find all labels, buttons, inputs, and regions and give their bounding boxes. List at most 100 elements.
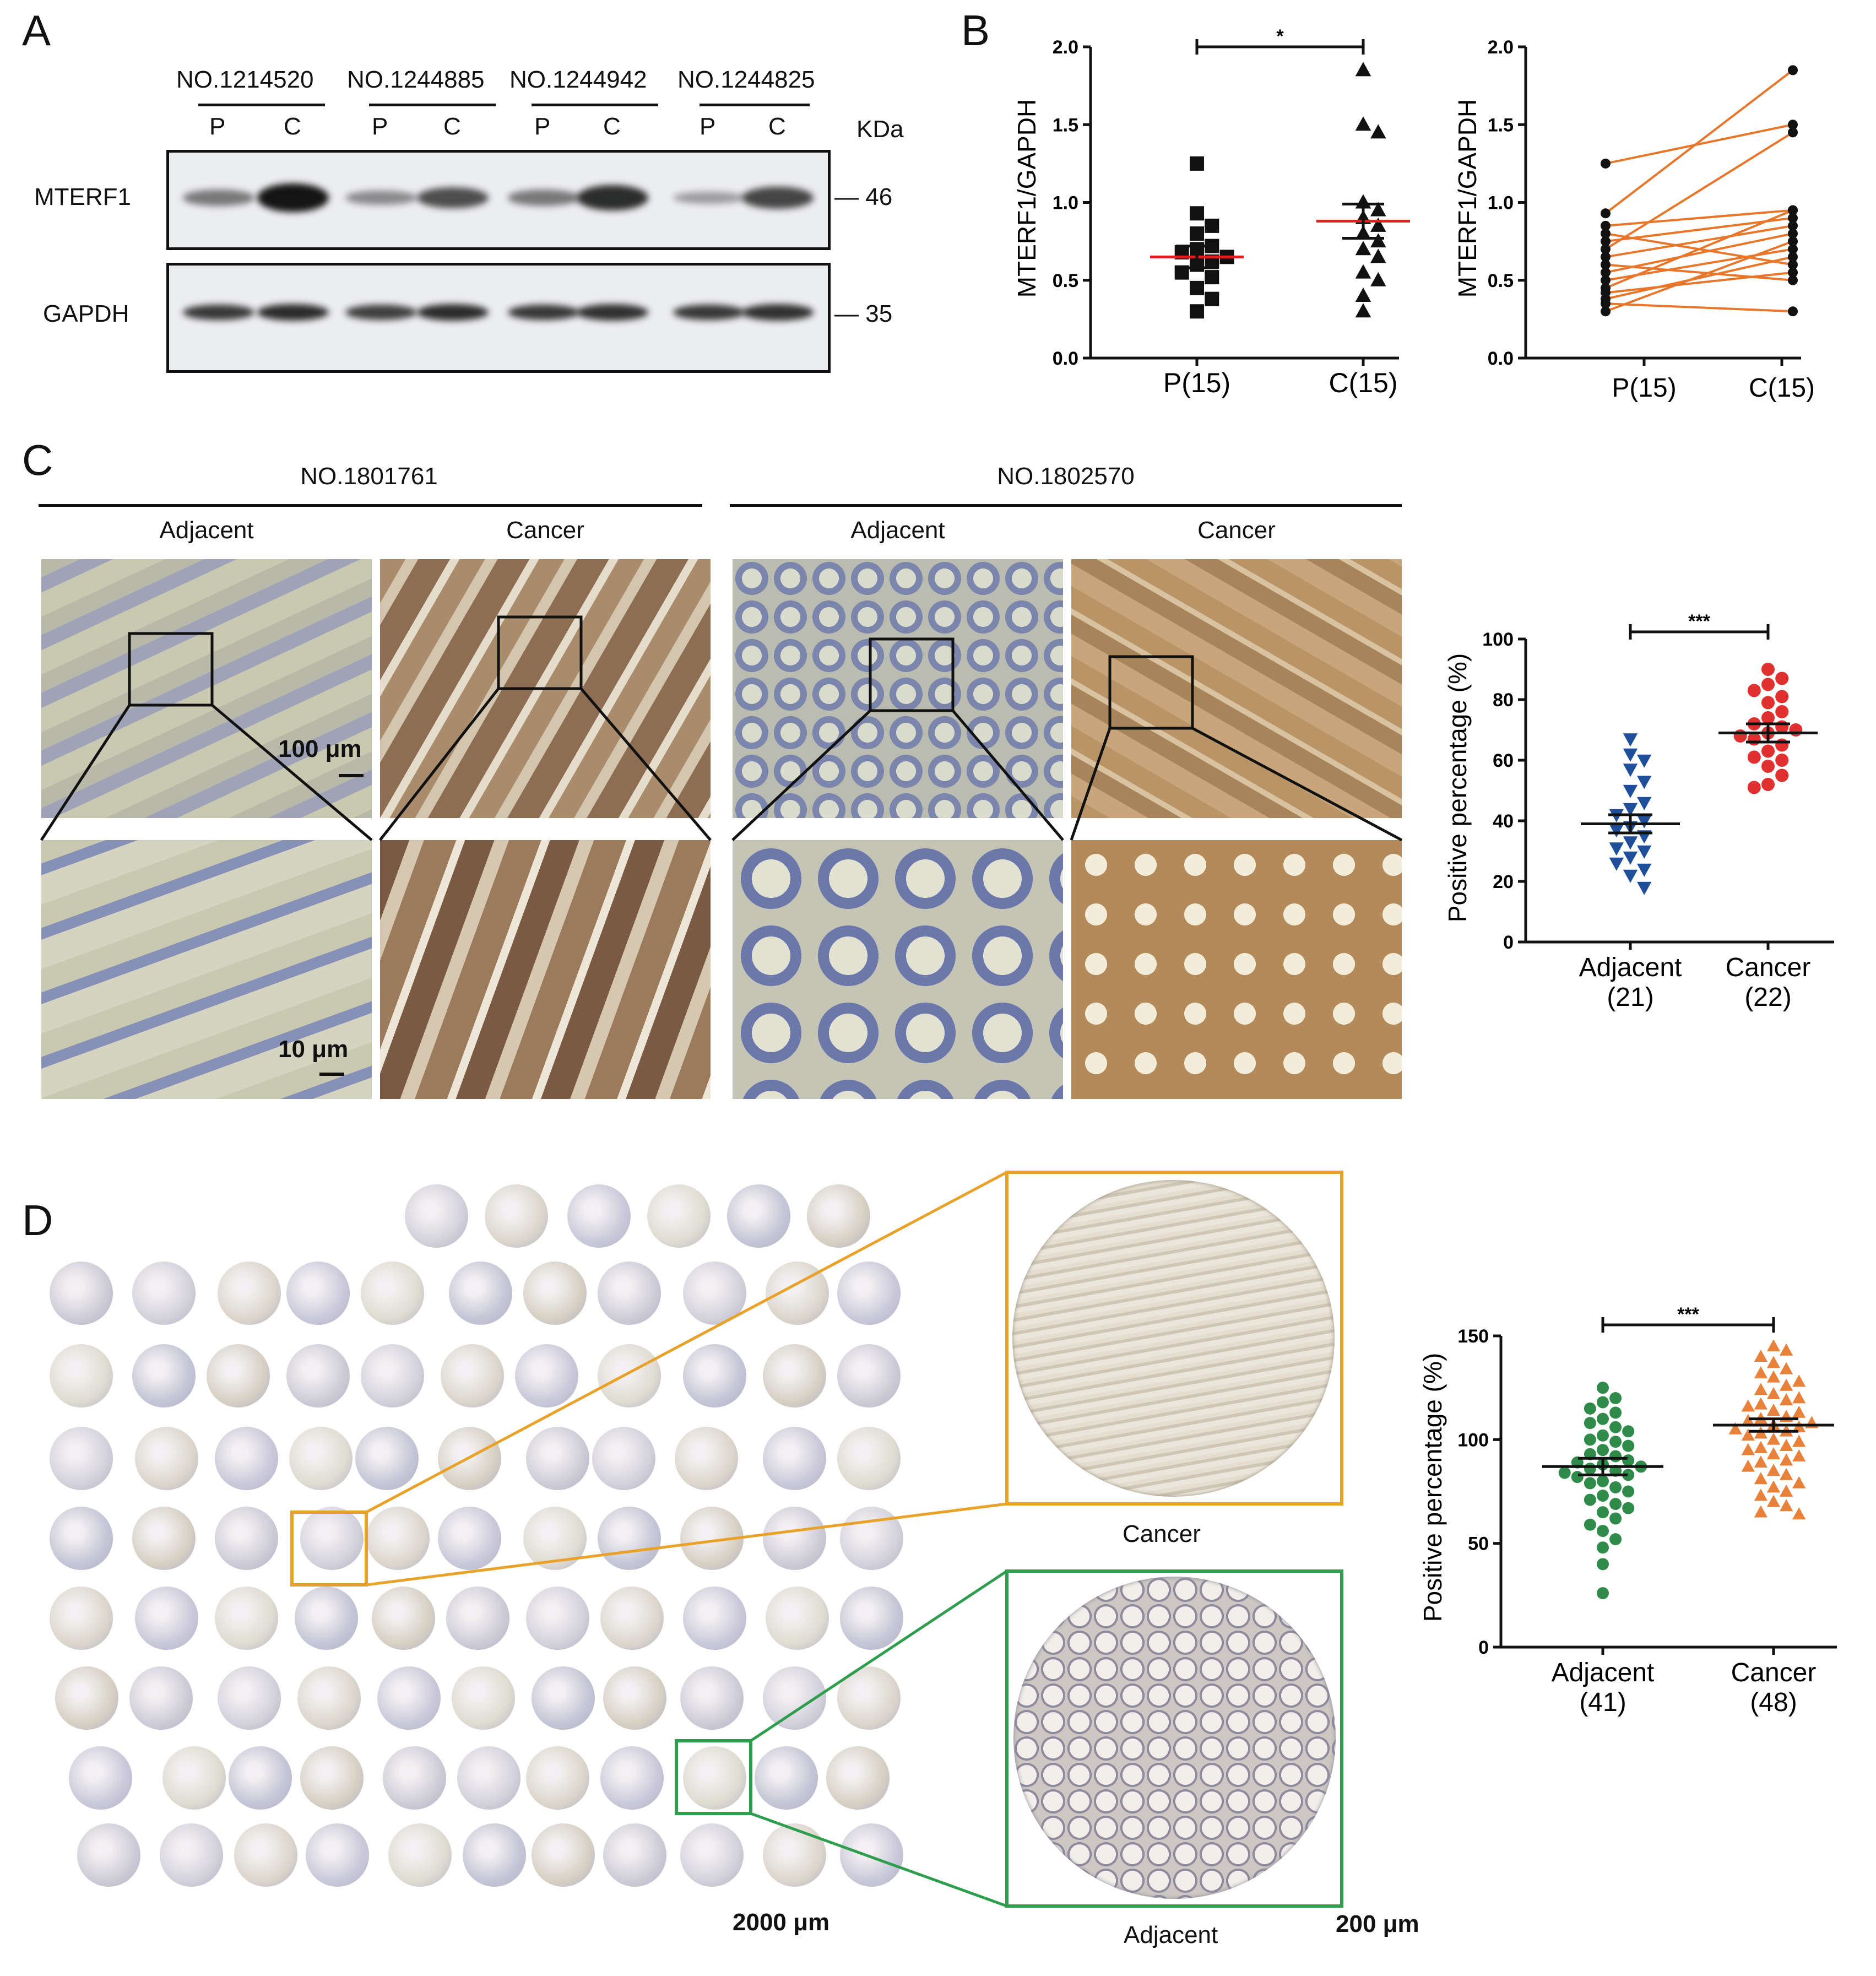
data-point [1622,1469,1635,1481]
tma-core [826,1746,890,1810]
data-point [1637,815,1652,829]
tma-core [837,1427,901,1490]
tma-core [766,1587,829,1650]
paired-line [1601,205,1798,231]
data-point [1766,1495,1781,1507]
band [257,183,329,213]
tma-core [598,1262,661,1325]
data-point [1558,1466,1571,1479]
lane-label: C [284,113,301,140]
data-point [1637,881,1652,895]
data-point [1205,291,1219,306]
data-point [1623,836,1638,850]
lane-label: C [768,113,786,140]
data-point [1601,229,1611,239]
data-point [1754,1397,1767,1410]
data-point [1788,213,1798,223]
data-point [1623,869,1638,883]
data-point [1601,252,1611,262]
protein-label-mterf1: MTERF1 [34,183,131,210]
sample-label: NO.1214520 [176,66,314,93]
data-point [1584,1417,1596,1430]
tma-core [229,1746,292,1810]
y-tick-label: 100 [1482,629,1514,650]
data-point [1370,202,1386,216]
data-point [1761,711,1775,724]
lane-label: P [700,113,716,140]
tma-core [372,1587,435,1650]
scale-label-2000um: 2000 μm [733,1909,830,1936]
significance-label: *** [1677,1304,1699,1325]
band [673,304,745,321]
y-axis-label: Positive percentage (%) [1418,1353,1447,1622]
tissue-label-adjacent-2: Adjacent [850,517,945,544]
data-point [1780,1438,1793,1451]
band [345,191,417,205]
data-point [1775,754,1789,767]
tma-core [457,1746,520,1810]
series-0 [1558,1382,1647,1600]
data-point [1761,678,1775,691]
data-point [1623,851,1638,865]
sample-underline [198,104,325,106]
data-point [1747,750,1761,764]
scale-label-200um: 200 μm [1336,1910,1419,1937]
tma-core [452,1666,515,1730]
tma-core [526,1427,589,1490]
lane-label: P [372,113,388,140]
x-category-label: Adjacent [1552,1658,1655,1687]
tma-core [50,1427,113,1490]
inset-label-adjacent: Adjacent [1124,1921,1218,1948]
data-point [1601,236,1611,247]
band [257,304,329,321]
data-point [1355,241,1371,256]
tma-core [807,1184,870,1248]
tma-core [727,1184,790,1248]
paired-line [1601,220,1798,262]
tma-core [300,1746,364,1810]
tma-core [763,1823,826,1887]
sample-label: NO.1244885 [347,66,485,93]
data-point [1637,776,1652,789]
tma-core [50,1507,113,1570]
y-tick-label: 0 [1503,932,1514,953]
tma-core [215,1587,278,1650]
tma-core [603,1666,666,1730]
data-point [1637,797,1652,810]
data-point [1754,1472,1767,1485]
data-point [1623,764,1638,777]
tma-core [215,1507,278,1570]
data-point [1780,1343,1793,1356]
lane-label: P [534,113,551,140]
data-point [1609,1533,1622,1546]
data-point [1205,218,1219,233]
x-category-label: Cancer [1726,953,1811,982]
x-category-label: C(15) [1329,367,1397,398]
data-point [1584,1433,1596,1446]
data-point [1792,1391,1806,1404]
data-point [1355,303,1371,318]
data-point [1780,1453,1793,1466]
data-point [1205,270,1219,285]
y-tick-label: 80 [1493,690,1514,711]
sample-label: NO.1244825 [677,66,815,93]
tma-core [485,1184,548,1248]
sample-underline [700,104,810,106]
sample-underline [369,104,496,106]
marker-46: — 46 [834,183,893,210]
data-point [1754,1350,1767,1362]
data-point [1601,220,1611,231]
tma-core [234,1823,297,1887]
tma-core [441,1344,504,1407]
ihc-image-adjacent-2-high [733,840,1063,1099]
tma-core [215,1427,278,1490]
data-point [1601,158,1611,169]
data-point [1788,205,1798,215]
paired-line [1601,236,1798,317]
data-point [1355,288,1371,302]
data-point [1733,729,1747,743]
data-point [1370,233,1386,248]
data-point [1623,748,1638,762]
inset-core-adjacent [1013,1577,1336,1899]
data-point [1754,1441,1767,1453]
